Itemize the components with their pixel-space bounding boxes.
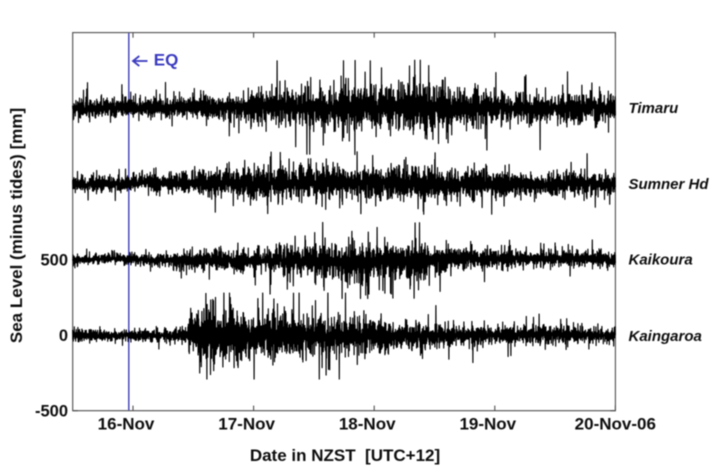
svg-text:16-Nov: 16-Nov [98, 415, 155, 434]
svg-text:0: 0 [59, 327, 68, 345]
svg-text:20-Nov-06: 20-Nov-06 [575, 415, 656, 434]
svg-text:18-Nov: 18-Nov [339, 415, 396, 434]
svg-text:Sumner Hd: Sumner Hd [629, 176, 710, 193]
svg-text:500: 500 [40, 252, 68, 270]
svg-text:Sea Level (minus tides) [mm]: Sea Level (minus tides) [mm] [7, 108, 26, 343]
svg-text:17-Nov: 17-Nov [218, 415, 275, 434]
svg-text:EQ: EQ [154, 51, 179, 70]
svg-text:Kaikoura: Kaikoura [629, 251, 693, 268]
svg-text:-500: -500 [35, 403, 68, 421]
svg-text:19-Nov: 19-Nov [459, 415, 516, 434]
svg-text:Kaingaroa: Kaingaroa [629, 328, 702, 345]
svg-text:Timaru: Timaru [629, 100, 679, 117]
svg-text:Date in NZST [UTC+12]: Date in NZST [UTC+12] [250, 446, 440, 465]
